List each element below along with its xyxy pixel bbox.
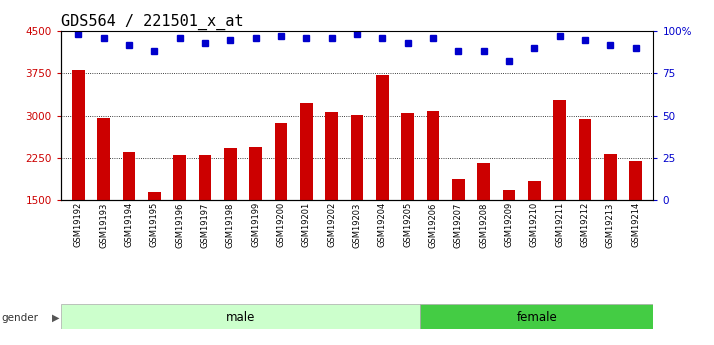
Text: ▶: ▶ [52, 313, 60, 323]
Text: GSM19212: GSM19212 [580, 202, 590, 247]
Text: GSM19214: GSM19214 [631, 202, 640, 247]
Text: gender: gender [1, 313, 39, 323]
Text: GSM19192: GSM19192 [74, 202, 83, 247]
Text: GSM19200: GSM19200 [276, 202, 286, 247]
Text: GSM19194: GSM19194 [124, 202, 134, 247]
Bar [351, 115, 363, 200]
Text: GSM19213: GSM19213 [605, 202, 615, 248]
Bar [401, 113, 414, 200]
Bar [376, 75, 388, 200]
Text: GSM19196: GSM19196 [175, 202, 184, 248]
Text: female: female [516, 311, 557, 324]
Text: GSM19208: GSM19208 [479, 202, 488, 248]
Text: male: male [226, 311, 255, 324]
Text: GSM19211: GSM19211 [555, 202, 564, 247]
Text: GSM19193: GSM19193 [99, 202, 109, 248]
Bar [528, 181, 540, 200]
Bar [72, 70, 85, 200]
Bar [249, 147, 262, 200]
Bar [61, 304, 421, 329]
Bar [452, 179, 465, 200]
Bar [198, 155, 211, 200]
Text: GSM19205: GSM19205 [403, 202, 412, 247]
Bar [421, 304, 653, 329]
Bar [629, 161, 642, 200]
Bar [123, 152, 136, 200]
Text: GSM19202: GSM19202 [327, 202, 336, 247]
Bar [553, 100, 566, 200]
Text: GSM19197: GSM19197 [201, 202, 209, 248]
Text: GSM19207: GSM19207 [454, 202, 463, 248]
Text: GSM19209: GSM19209 [505, 202, 513, 247]
Bar [578, 119, 591, 200]
Bar [148, 192, 161, 200]
Bar [300, 103, 313, 200]
Text: GSM19198: GSM19198 [226, 202, 235, 248]
Text: GSM19195: GSM19195 [150, 202, 159, 247]
Bar [503, 190, 516, 200]
Text: GSM19204: GSM19204 [378, 202, 387, 247]
Bar [427, 110, 439, 200]
Text: GSM19206: GSM19206 [428, 202, 438, 248]
Text: GSM19210: GSM19210 [530, 202, 539, 247]
Bar [604, 154, 617, 200]
Legend: count, percentile rank within the sample: count, percentile rank within the sample [66, 342, 283, 345]
Bar [174, 155, 186, 200]
Bar [275, 123, 287, 200]
Bar [477, 163, 490, 200]
Text: GDS564 / 221501_x_at: GDS564 / 221501_x_at [61, 13, 243, 30]
Bar [224, 148, 237, 200]
Bar [97, 118, 110, 200]
Bar [326, 112, 338, 200]
Text: GSM19203: GSM19203 [353, 202, 361, 248]
Text: GSM19201: GSM19201 [302, 202, 311, 247]
Text: GSM19199: GSM19199 [251, 202, 260, 247]
